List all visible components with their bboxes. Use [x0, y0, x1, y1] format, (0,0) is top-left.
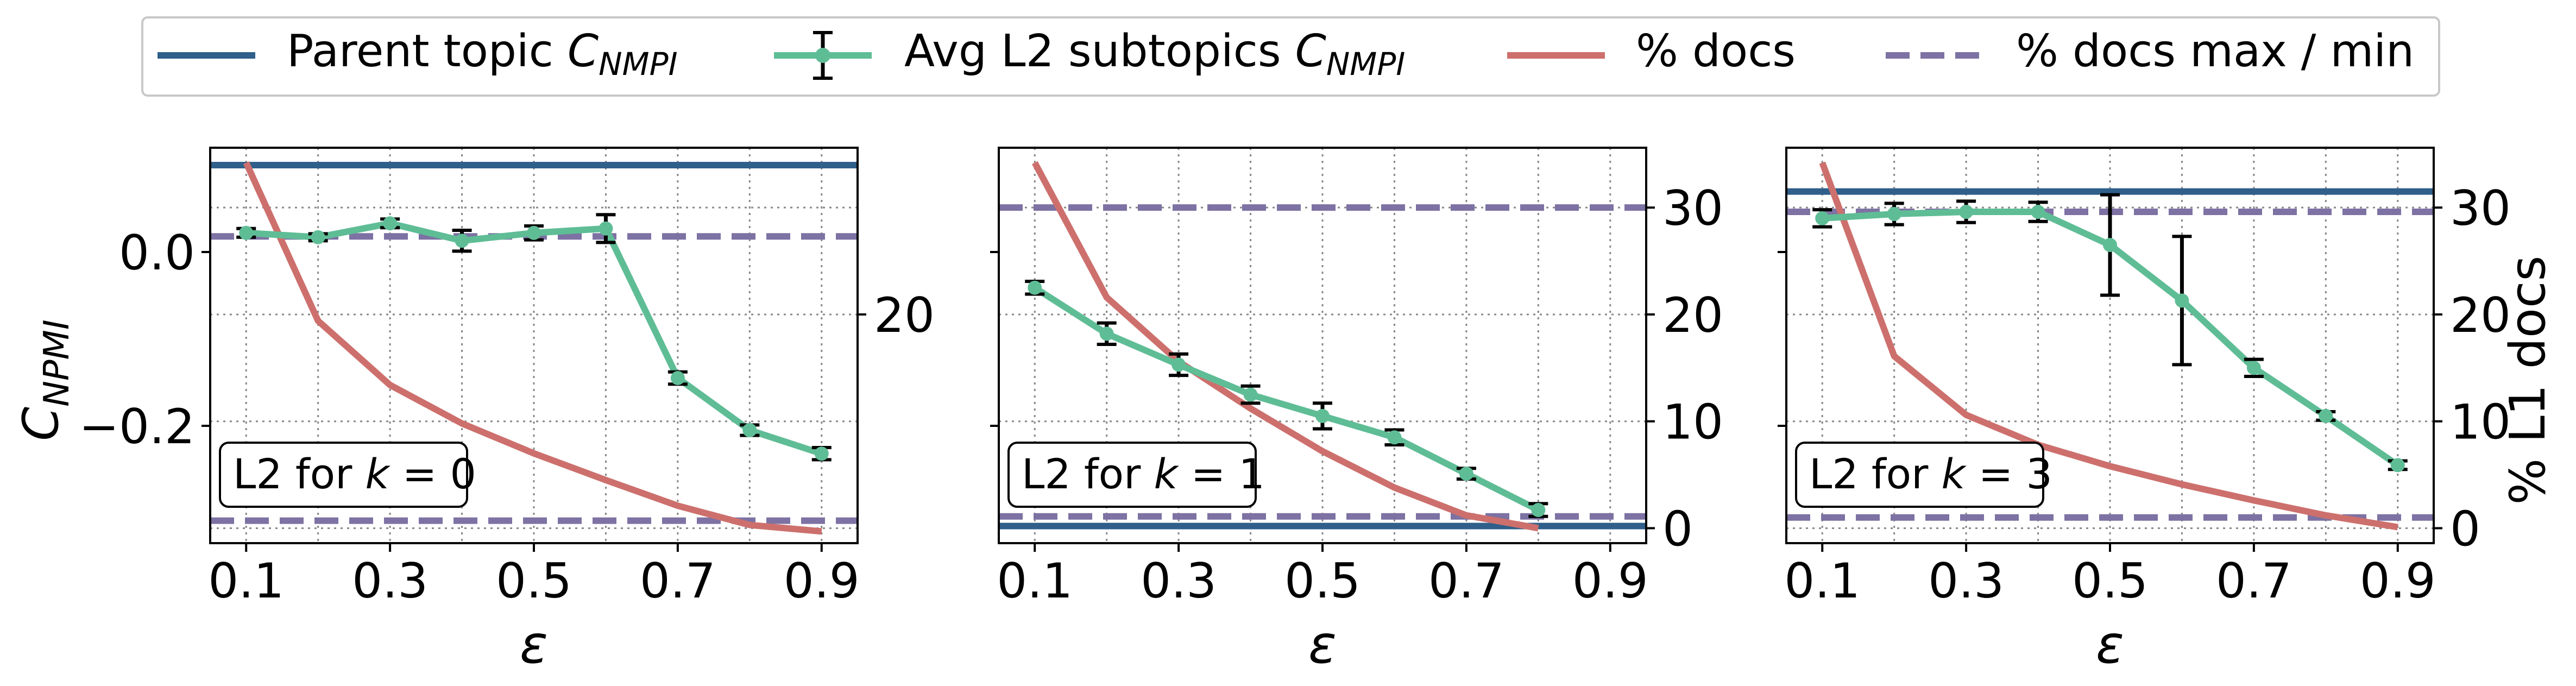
docs-percent-line [243, 161, 822, 535]
x-tick-label: 0.7 [640, 553, 716, 609]
x-tick-label: 0.9 [2360, 553, 2436, 609]
x-tick-label: 0.1 [1784, 553, 1860, 609]
legend-frame [141, 16, 2440, 97]
y-right-tick-label: 30 [1662, 180, 1723, 236]
x-tick-label: 0.9 [784, 553, 860, 609]
panel-1: 0.1 0.3 0.5 0.7 0.9 0.0 −0.2 20 L2 for k = 0 [79, 147, 935, 609]
legend-entry-docs: % docs [1507, 26, 1796, 77]
panel-annotation-box [1007, 442, 1257, 508]
panel-annotation-label: L2 for k = 3 [1809, 450, 2052, 498]
x-tick-label: 0.5 [496, 553, 572, 609]
x-tick-label: 0.7 [2216, 553, 2292, 609]
legend-avg-marker [815, 48, 830, 63]
avg-point [1387, 430, 1402, 445]
panel-3: 0.1 0.3 0.5 0.7 0.90 10 20 30 L2 for k = 3 [1778, 147, 2511, 609]
legend-docs-maxmin-label: % docs max / min [2016, 26, 2414, 77]
y-right-tick-label: 10 [1662, 394, 1723, 450]
y-right-tick-label: 20 [2450, 287, 2511, 343]
legend-docs-label: % docs [1636, 26, 1796, 77]
y-left-tick-label: 0.0 [119, 225, 195, 281]
avg-point [2319, 408, 2333, 423]
x-axis-label-2: ε [1308, 614, 1337, 675]
docs-percent-line [1819, 161, 2398, 531]
avg-point [742, 423, 757, 437]
avg-point [2175, 293, 2189, 308]
avg-point [311, 230, 325, 244]
y-right-tick-label: 20 [1662, 287, 1723, 343]
x-tick-label: 0.9 [1572, 553, 1648, 609]
x-tick-label: 0.5 [2072, 553, 2148, 609]
avg-point [1815, 211, 1830, 225]
y-right-tick-label: 0 [1662, 501, 1693, 557]
avg-point [383, 216, 398, 231]
legend-entry-docs-maxmin: % docs max / min [1886, 26, 2414, 77]
avg-point [1887, 206, 1901, 221]
x-tick-label: 0.5 [1284, 553, 1361, 609]
x-axis-label-3: ε [2096, 614, 2124, 675]
avg-point [1459, 467, 1473, 481]
avg-point [1172, 357, 1186, 372]
avg-subtopics-line [1032, 285, 1540, 513]
y-right-tick-label: 20 [874, 287, 935, 343]
panel-annotation-label: L2 for k = 1 [1022, 450, 1265, 498]
y-right-tick-label: 10 [2450, 394, 2511, 450]
avg-point [1531, 503, 1546, 518]
legend: Parent topic CNMPI Avg L2 subtopics CNMP… [141, 16, 2440, 97]
series-group [210, 161, 858, 535]
x-tick-label: 0.7 [1428, 553, 1504, 609]
avg-point [1099, 326, 1114, 341]
avg-point [1243, 387, 1258, 402]
avg-point [239, 225, 254, 240]
legend-avg-label: Avg L2 subtopics CNMPI [904, 26, 1405, 83]
y-left-axis-label: CNPMI [12, 319, 77, 440]
panel-annotation-box [219, 442, 468, 508]
x-tick-label: 0.3 [352, 553, 428, 609]
x-tick-label: 0.3 [1928, 553, 2004, 609]
panel-annotation-label: L2 for k = 0 [233, 450, 476, 498]
avg-point [599, 221, 613, 236]
avg-point [2390, 458, 2405, 473]
y-right-tick-label: 30 [2450, 180, 2511, 236]
legend-entry-parent: Parent topic CNMPI [158, 26, 678, 83]
series-group [999, 161, 1646, 532]
docs-percent-line [1031, 161, 1539, 532]
avg-point [1315, 408, 1330, 423]
panel-annotation-box [1795, 442, 2044, 508]
y-right-tick-label: 0 [2450, 501, 2480, 557]
legend-parent-label: Parent topic CNMPI [287, 26, 678, 83]
avg-point [527, 225, 541, 240]
avg-point [670, 371, 685, 385]
avg-point [1028, 280, 1042, 295]
avg-point [1959, 205, 1974, 219]
avg-point [455, 234, 469, 248]
y-right-axis-label: % L1 docs [2499, 256, 2556, 505]
series-group [1786, 161, 2434, 531]
x-tick-label: 0.1 [997, 553, 1073, 609]
avg-point [2246, 361, 2261, 375]
legend-entry-avg: Avg L2 subtopics CNMPI [774, 26, 1405, 83]
panel-2: 0.1 0.3 0.5 0.7 0.90 10 20 30 L2 for k = 1 [990, 147, 1723, 609]
avg-point [2031, 205, 2045, 219]
x-axis-label-1: ε [520, 614, 548, 675]
x-tick-label: 0.3 [1141, 553, 1217, 609]
y-left-tick-label: −0.2 [79, 399, 195, 455]
avg-point [814, 446, 829, 461]
x-tick-label: 0.1 [208, 553, 284, 609]
avg-point [2103, 238, 2117, 253]
